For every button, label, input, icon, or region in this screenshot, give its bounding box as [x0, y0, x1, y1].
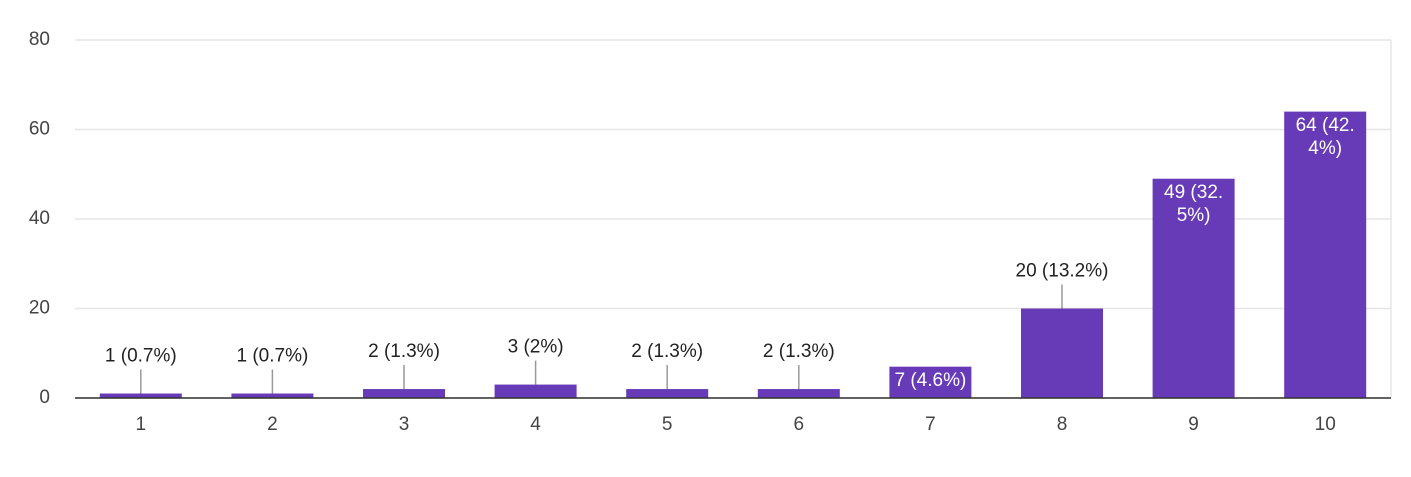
- bar: [1152, 178, 1235, 398]
- x-tick-label: 9: [1188, 414, 1199, 435]
- x-tick-label: 5: [662, 414, 673, 435]
- bar: [363, 389, 445, 398]
- bar: [1021, 308, 1103, 398]
- bar: [231, 393, 314, 398]
- x-tick-label: 7: [925, 414, 936, 435]
- value-label: 7 (4.6%): [894, 369, 967, 391]
- value-label-box: 64 (42.4%): [1295, 114, 1355, 159]
- value-label: 64 (42.4%): [1295, 114, 1355, 159]
- value-label: 2 (1.3%): [763, 341, 835, 362]
- value-label: 49 (32.5%): [1164, 181, 1224, 226]
- y-tick-label: 40: [29, 208, 50, 229]
- value-label: 1 (0.7%): [236, 346, 308, 367]
- value-label: 1 (0.7%): [105, 346, 177, 367]
- bar: [889, 366, 972, 398]
- x-tick-label: 2: [267, 414, 278, 435]
- y-tick-label: 0: [39, 387, 50, 408]
- bar: [626, 389, 709, 398]
- bar: [1284, 111, 1367, 398]
- x-tick-label: 3: [399, 414, 410, 435]
- value-label: 20 (13.2%): [1016, 261, 1109, 282]
- bar: [494, 384, 577, 398]
- value-label-box: 7 (4.6%): [894, 369, 967, 391]
- value-label: 3 (2%): [508, 337, 564, 358]
- value-label-box: 49 (32.5%): [1164, 181, 1224, 226]
- x-tick-label: 8: [1057, 414, 1068, 435]
- x-tick-label: 10: [1315, 414, 1336, 435]
- y-tick-label: 80: [29, 29, 50, 50]
- y-tick-label: 60: [29, 119, 50, 140]
- x-tick-label: 4: [530, 414, 541, 435]
- y-tick-label: 20: [29, 298, 50, 319]
- bar: [757, 389, 840, 398]
- bar: [99, 393, 182, 398]
- x-tick-label: 1: [136, 414, 147, 435]
- value-label: 2 (1.3%): [368, 341, 440, 362]
- value-label: 2 (1.3%): [631, 341, 703, 362]
- x-tick-label: 6: [794, 414, 805, 435]
